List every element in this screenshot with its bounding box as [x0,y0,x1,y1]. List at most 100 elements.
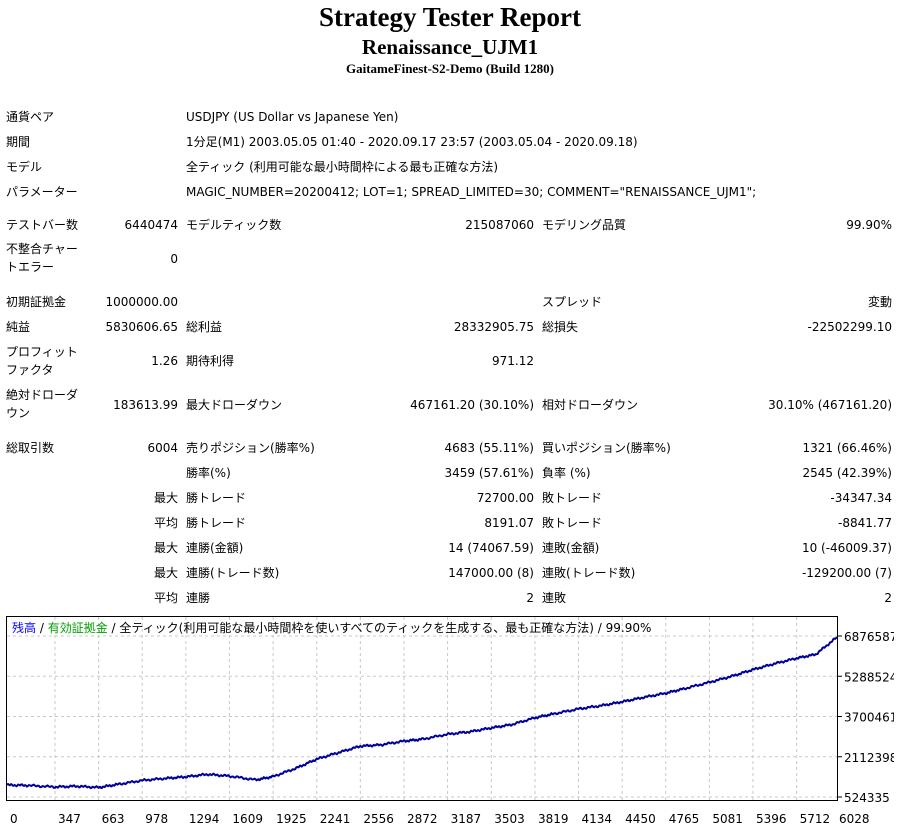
x-tick-label: 3187 [451,812,482,826]
max-drawdown-label: 最大ドローダウン [186,398,283,412]
spread-label: スプレッド [542,295,603,309]
largest-loss-value: -34347.34 [830,491,892,505]
legend-model-quality: 全ティック(利用可能な最小時間枠を使いすべてのティックを生成する、最も正確な方法… [119,621,652,635]
cons-losses-amount-value: 10 (-46009.37) [801,541,892,555]
loss-rate-label: 負率 (%) [542,466,591,480]
report-title: Strategy Tester Report [319,2,581,32]
total-trades-label: 総取引数 [6,441,55,455]
chart-legend: 残高 / 有効証拠金 / 全ティック(利用可能な最小時間枠を使いすべてのティック… [12,621,651,635]
short-positions-label: 売りポジション(勝率%) [186,441,315,455]
x-axis: 0 347 663 978 1294 1609 1925 2241 2556 2872 3187 35… [10,812,870,826]
largest-win-value: 72700.00 [476,491,534,505]
cons-losses-amount-label: 連敗(金額) [542,541,600,555]
profit-factor-label-line1: プロフィット [6,345,78,359]
profit-factor-label-line2: ファクタ [6,363,54,377]
cons-wins-count-value: 147000.00 (8) [448,566,534,580]
period-label: 期間 [6,135,31,149]
profit-factor-value: 1.26 [151,354,178,368]
x-tick-label: 6028 [839,812,870,826]
long-positions-label: 買いポジション(勝率%) [542,441,671,455]
server-name: GaitameFinest-S2-Demo (Build 1280) [346,61,554,76]
x-tick-label: 2241 [320,812,351,826]
legend-balance: 残高 [12,621,37,635]
legend-separator-2: / [107,621,120,635]
loss-rate-value: 2545 (42.39%) [802,466,892,480]
total-trades-value: 6004 [147,441,178,455]
net-profit-value: 5830606.65 [105,320,178,334]
quality-label: モデリング品質 [542,218,627,232]
x-tick-label: 978 [145,812,168,826]
x-tick-label: 0 [10,812,18,826]
legend-equity: 有効証拠金 [47,621,108,635]
y-tick-label: 5288524 [844,670,894,684]
gross-loss-value: -22502299.10 [807,320,893,334]
avg-cons-wins-value: 2 [526,591,534,605]
legend-separator-1: / [36,621,48,635]
bars-value: 6440474 [124,218,178,232]
mismatch-label-line1: 不整合チャー [6,242,78,256]
ticks-value: 215087060 [465,218,534,232]
largest-win-label: 勝トレード [186,491,247,505]
quality-value: 99.90% [846,218,892,232]
abs-drawdown-value: 183613.99 [113,398,178,412]
parameters-value: MAGIC_NUMBER=20200412; LOT=1; SPREAD_LIM… [186,185,757,199]
x-tick-label: 3819 [538,812,569,826]
win-rate-value: 3459 (57.61%) [444,466,534,480]
max-drawdown-value: 467161.20 (30.10%) [410,398,534,412]
x-tick-label: 1294 [189,812,220,826]
plot-frame [6,616,838,801]
x-tick-label: 1925 [276,812,307,826]
x-tick-label: 5396 [756,812,787,826]
balance-line [6,636,838,790]
cons-losses-count-value: -129200.00 (7) [801,566,892,580]
abs-drawdown-label-line1: 絶対ドローダ [6,388,79,402]
win-rate-label: 勝率(%) [186,466,231,480]
deposit-label: 初期証拠金 [6,295,67,309]
gross-profit-label: 総利益 [186,320,223,334]
avg-cons-wins-label: 連勝 [186,591,211,605]
x-tick-label: 2556 [363,812,394,826]
gross-loss-label: 総損失 [542,320,579,334]
expert-name: Renaissance_UJM1 [361,35,539,59]
cons-losses-count-label: 連敗(トレード数) [542,566,636,580]
avg-cons-prefix: 平均 [153,591,178,605]
symbol-label: 通貨ペア [6,110,55,124]
x-tick-label: 3503 [494,812,525,826]
mismatch-value: 0 [170,252,178,266]
parameters-label: パラメーター [6,185,78,199]
ticks-label: モデルティック数 [186,218,282,232]
mismatch-label-line2: トエラー [6,260,55,274]
x-tick-label: 663 [102,812,125,826]
y-axis: 524335 2112398 3700461 5288524 6876587 [837,630,894,805]
y-tick-label: 524335 [844,791,890,805]
average-prefix: 平均 [153,516,178,530]
deposit-value: 1000000.00 [105,295,178,309]
expected-payoff-value: 971.12 [492,354,534,368]
rel-drawdown-label: 相対ドローダウン [542,398,639,412]
x-tick-label: 5712 [800,812,831,826]
short-positions-value: 4683 (55.11%) [444,441,534,455]
spread-value: 変動 [867,295,892,309]
y-tick-label: 3700461 [844,711,894,725]
x-tick-label: 5081 [712,812,743,826]
cons-wins-amount-label: 連勝(金額) [186,541,244,555]
gross-profit-value: 28332905.75 [453,320,534,334]
x-tick-label: 2872 [407,812,438,826]
x-tick-label: 4765 [669,812,700,826]
avg-win-value: 8191.07 [484,516,534,530]
model-label: モデル [6,160,43,174]
balance-chart: 524335 2112398 3700461 5288524 6876587 0 347 6… [6,616,894,826]
symbol-value: USDJPY (US Dollar vs Japanese Yen) [186,110,399,124]
long-positions-value: 1321 (66.46%) [802,441,892,455]
x-tick-label: 4134 [581,812,612,826]
cons-wins-count-label: 連勝(トレード数) [186,566,280,580]
net-profit-label: 純益 [6,320,31,334]
rel-drawdown-value: 30.10% (467161.20) [768,398,892,412]
x-tick-label: 4450 [625,812,656,826]
largest-loss-label: 敗トレード [542,491,603,505]
period-value: 1分足(M1) 2003.05.05 01:40 - 2020.09.17 23… [186,135,638,149]
cons-wins-amount-value: 14 (74067.59) [448,541,534,555]
avg-loss-label: 敗トレード [542,516,603,530]
expected-payoff-label: 期待利得 [186,354,235,368]
y-tick-label: 2112398 [844,751,894,765]
